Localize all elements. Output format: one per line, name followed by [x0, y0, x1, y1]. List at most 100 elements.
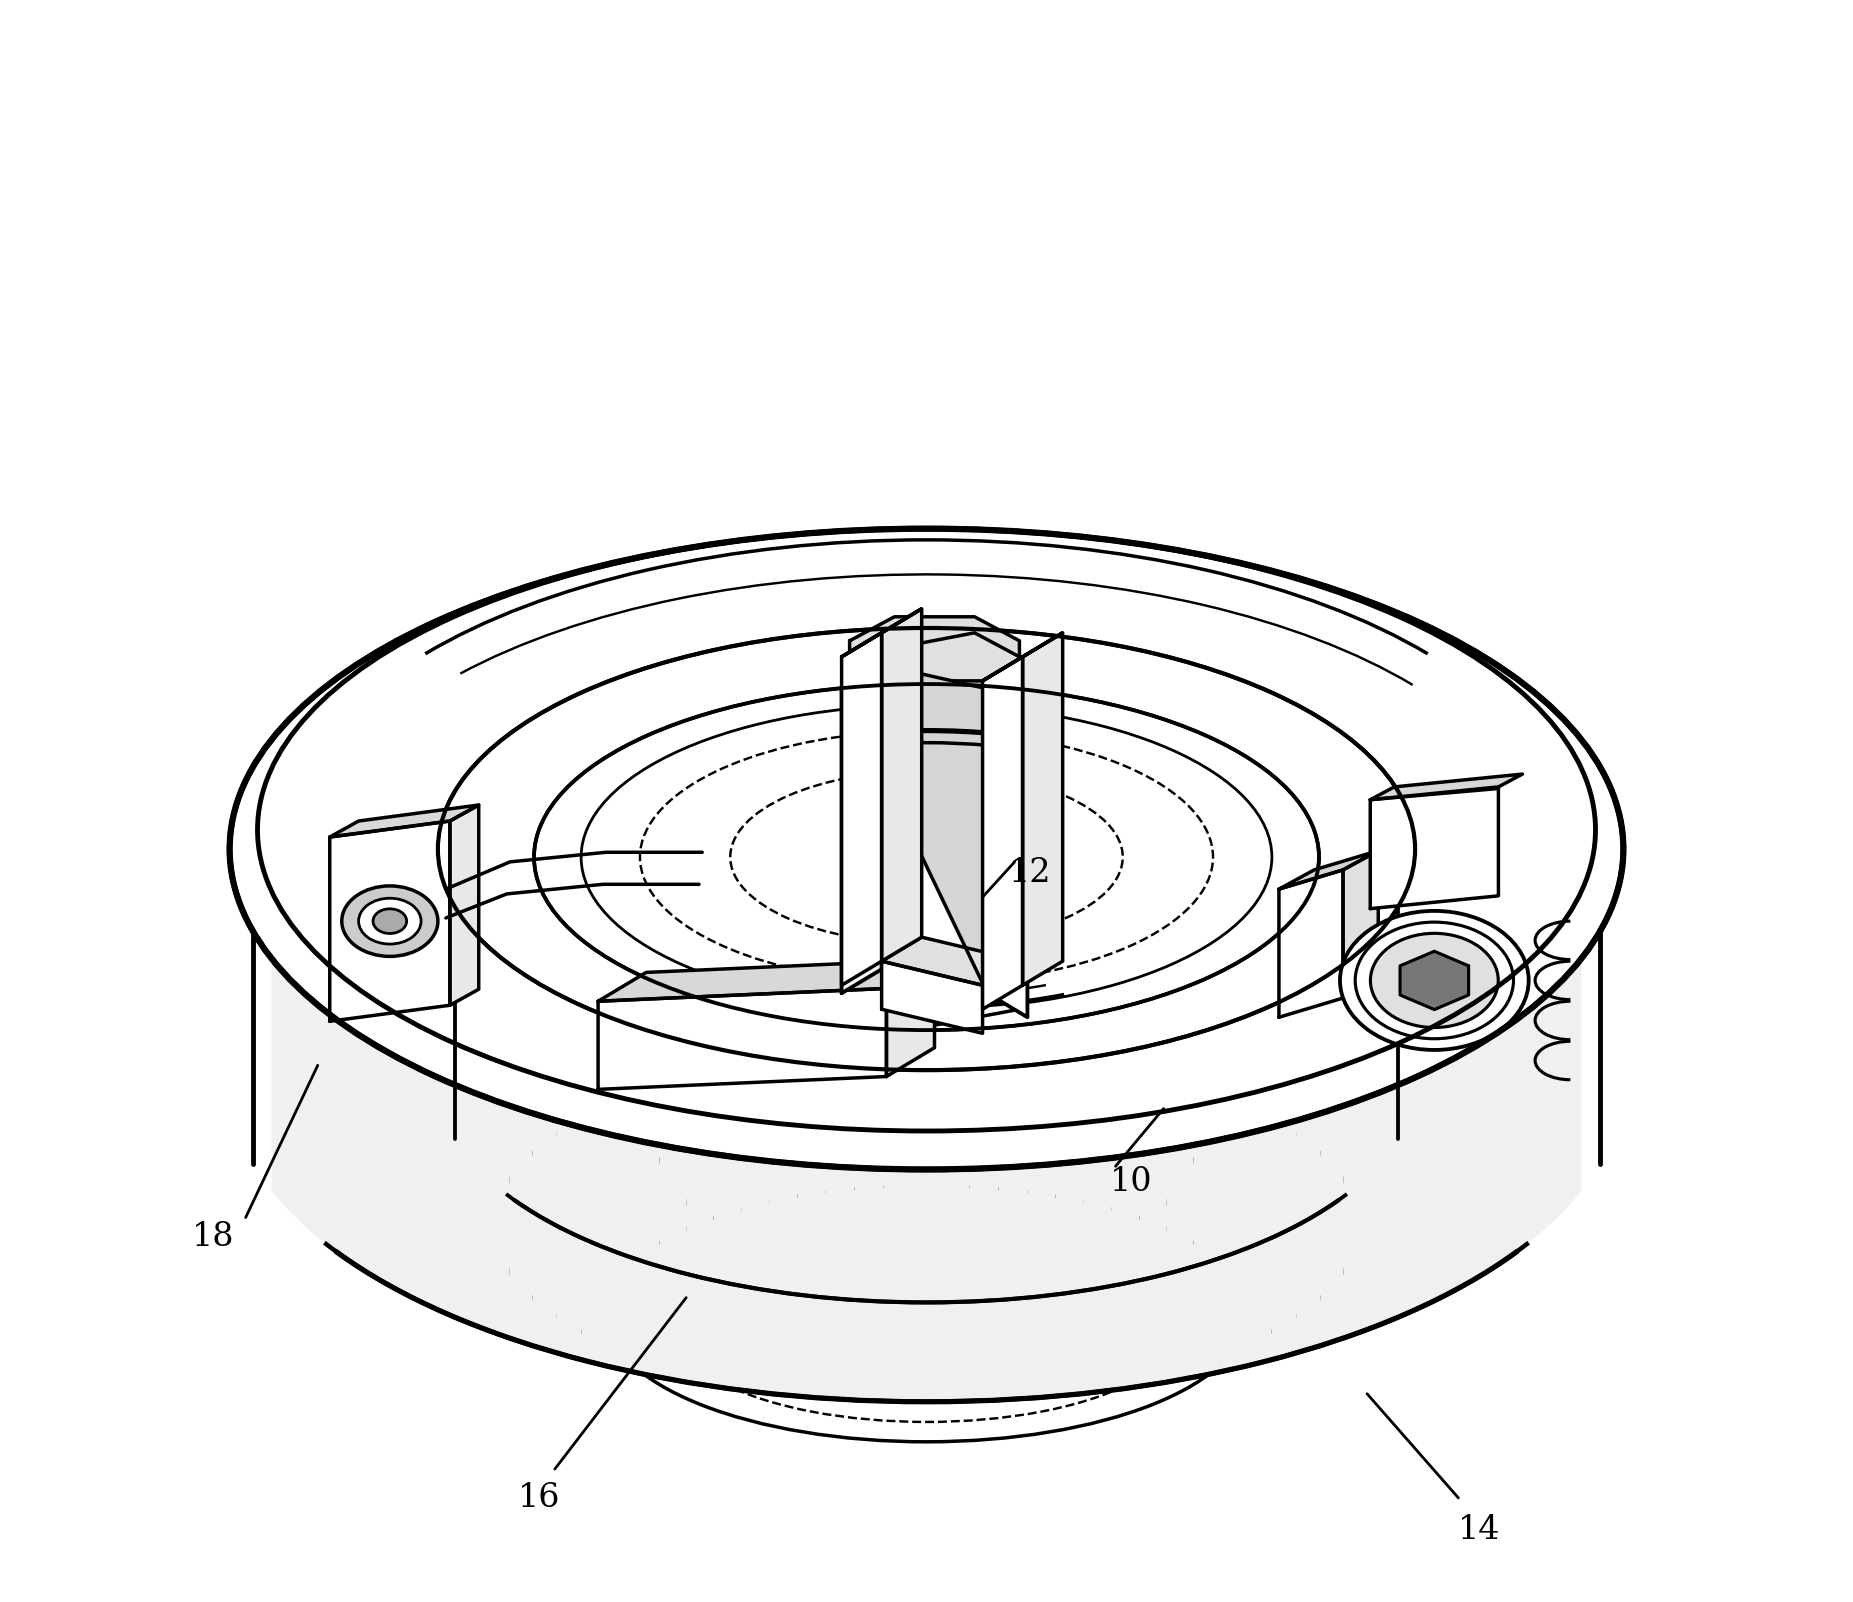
Polygon shape	[1175, 985, 1190, 1112]
Polygon shape	[306, 995, 321, 1238]
Polygon shape	[1343, 851, 1379, 998]
Polygon shape	[1023, 633, 1062, 985]
Polygon shape	[1321, 1105, 1343, 1346]
Polygon shape	[582, 1128, 608, 1367]
Polygon shape	[954, 1028, 973, 1150]
Polygon shape	[917, 1030, 936, 1150]
Polygon shape	[663, 985, 678, 1112]
Polygon shape	[891, 777, 1019, 1033]
Polygon shape	[912, 1169, 941, 1402]
Polygon shape	[723, 1004, 739, 1129]
Polygon shape	[851, 617, 1019, 681]
Polygon shape	[1045, 1019, 1064, 1142]
Polygon shape	[282, 971, 293, 1216]
Polygon shape	[608, 1134, 634, 1371]
Polygon shape	[1027, 1165, 1056, 1399]
Polygon shape	[1190, 980, 1203, 1105]
Polygon shape	[693, 996, 708, 1121]
Polygon shape	[769, 1161, 797, 1397]
Polygon shape	[936, 1030, 954, 1150]
Polygon shape	[1080, 1012, 1097, 1136]
Polygon shape	[1401, 952, 1469, 1009]
Polygon shape	[637, 974, 650, 1101]
Polygon shape	[678, 992, 693, 1117]
Polygon shape	[465, 1089, 487, 1330]
Text: 12: 12	[1010, 857, 1053, 889]
Ellipse shape	[1340, 912, 1529, 1049]
Polygon shape	[886, 960, 934, 1077]
Polygon shape	[1219, 1134, 1245, 1371]
Polygon shape	[548, 904, 554, 1032]
Ellipse shape	[230, 529, 1623, 1169]
Polygon shape	[1097, 1009, 1114, 1133]
Polygon shape	[1279, 851, 1379, 889]
Polygon shape	[1145, 996, 1160, 1121]
Polygon shape	[1229, 961, 1240, 1088]
Polygon shape	[1203, 974, 1216, 1101]
Polygon shape	[1547, 984, 1560, 1227]
Polygon shape	[1279, 926, 1286, 1054]
Polygon shape	[599, 988, 886, 1089]
Polygon shape	[1305, 896, 1310, 1024]
Polygon shape	[1518, 1006, 1532, 1251]
Ellipse shape	[341, 886, 437, 956]
Polygon shape	[1366, 1089, 1388, 1330]
Ellipse shape	[495, 1049, 1358, 1402]
Polygon shape	[686, 1150, 713, 1386]
Polygon shape	[941, 1169, 969, 1402]
Ellipse shape	[372, 908, 406, 934]
Polygon shape	[1245, 1128, 1271, 1367]
Polygon shape	[558, 1121, 582, 1360]
Polygon shape	[1299, 904, 1305, 1032]
Polygon shape	[1571, 958, 1581, 1203]
Polygon shape	[854, 1168, 884, 1402]
Polygon shape	[1369, 788, 1499, 908]
Polygon shape	[841, 633, 882, 985]
Polygon shape	[367, 1040, 385, 1283]
Polygon shape	[982, 633, 1062, 681]
Polygon shape	[1449, 1051, 1468, 1293]
Polygon shape	[1064, 1016, 1080, 1139]
Ellipse shape	[1371, 934, 1499, 1027]
Polygon shape	[969, 1168, 999, 1402]
Polygon shape	[422, 1070, 443, 1312]
Polygon shape	[884, 1169, 912, 1402]
Polygon shape	[404, 1061, 422, 1302]
Ellipse shape	[606, 1185, 1247, 1442]
Text: 18: 18	[193, 1221, 235, 1253]
Polygon shape	[1310, 888, 1314, 1016]
Polygon shape	[851, 777, 891, 1033]
Polygon shape	[1295, 1113, 1321, 1354]
Polygon shape	[1240, 955, 1251, 1081]
Polygon shape	[272, 958, 282, 1203]
Polygon shape	[825, 1024, 843, 1147]
Polygon shape	[1271, 1121, 1295, 1360]
Polygon shape	[510, 1105, 532, 1346]
Polygon shape	[973, 1028, 991, 1149]
Polygon shape	[841, 665, 882, 993]
Polygon shape	[385, 1051, 404, 1293]
Polygon shape	[1279, 870, 1343, 1017]
Ellipse shape	[534, 684, 1319, 1030]
Polygon shape	[560, 918, 567, 1046]
Text: 14: 14	[1458, 1514, 1501, 1546]
Polygon shape	[713, 1153, 741, 1391]
Text: 10: 10	[1110, 1166, 1153, 1198]
Polygon shape	[1056, 1161, 1084, 1397]
Polygon shape	[1293, 912, 1299, 1038]
Polygon shape	[880, 1028, 899, 1150]
Polygon shape	[1468, 1040, 1486, 1283]
Polygon shape	[574, 934, 584, 1061]
Polygon shape	[988, 689, 1027, 1017]
Polygon shape	[532, 1113, 558, 1354]
Polygon shape	[1084, 1158, 1112, 1394]
Polygon shape	[1532, 995, 1547, 1238]
Polygon shape	[1160, 992, 1175, 1117]
Polygon shape	[841, 665, 988, 993]
Polygon shape	[602, 955, 613, 1081]
Ellipse shape	[437, 628, 1416, 1070]
Polygon shape	[999, 1166, 1027, 1400]
Ellipse shape	[495, 1049, 1358, 1402]
Polygon shape	[650, 980, 663, 1105]
Polygon shape	[1369, 774, 1523, 799]
